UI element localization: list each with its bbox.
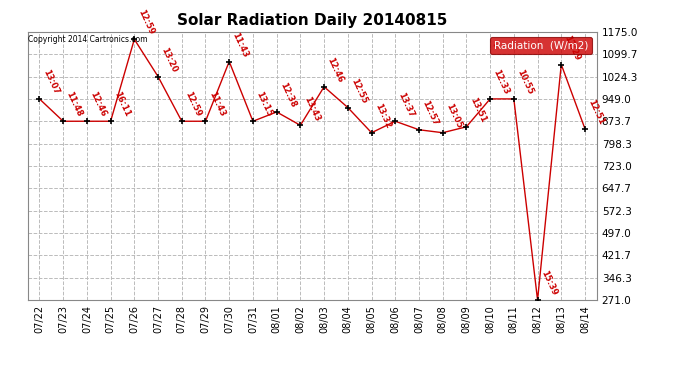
- Text: 12:33: 12:33: [491, 68, 511, 96]
- Title: Solar Radiation Daily 20140815: Solar Radiation Daily 20140815: [177, 13, 447, 28]
- Text: 13:05: 13:05: [444, 102, 464, 130]
- Text: 13:32: 13:32: [373, 102, 393, 130]
- Text: 13:20: 13:20: [159, 46, 179, 74]
- Text: 16:11: 16:11: [112, 90, 132, 118]
- Text: 13:43: 13:43: [302, 94, 321, 123]
- Text: 11:43: 11:43: [207, 90, 226, 118]
- Text: 12:46: 12:46: [88, 90, 108, 118]
- Text: 15:39: 15:39: [539, 269, 558, 297]
- Text: 12:51: 12:51: [586, 98, 606, 126]
- Text: 13:15: 13:15: [255, 90, 274, 118]
- Text: 12:59: 12:59: [136, 9, 155, 36]
- Text: 11:48: 11:48: [65, 90, 84, 118]
- Legend: Radiation  (W/m2): Radiation (W/m2): [490, 37, 591, 54]
- Text: 13:37: 13:37: [397, 91, 416, 118]
- Text: 13:07: 13:07: [41, 68, 60, 96]
- Text: 12:29: 12:29: [562, 34, 582, 62]
- Text: 12:57: 12:57: [420, 99, 440, 127]
- Text: 12:38: 12:38: [278, 81, 297, 109]
- Text: 12:46: 12:46: [326, 56, 345, 84]
- Text: 13:51: 13:51: [468, 96, 487, 124]
- Text: 10:55: 10:55: [515, 68, 535, 96]
- Text: 12:55: 12:55: [349, 76, 368, 105]
- Text: Copyright 2014 Cartronics.com: Copyright 2014 Cartronics.com: [28, 34, 148, 44]
- Text: 12:59: 12:59: [183, 90, 203, 118]
- Text: 11:43: 11:43: [230, 31, 250, 59]
